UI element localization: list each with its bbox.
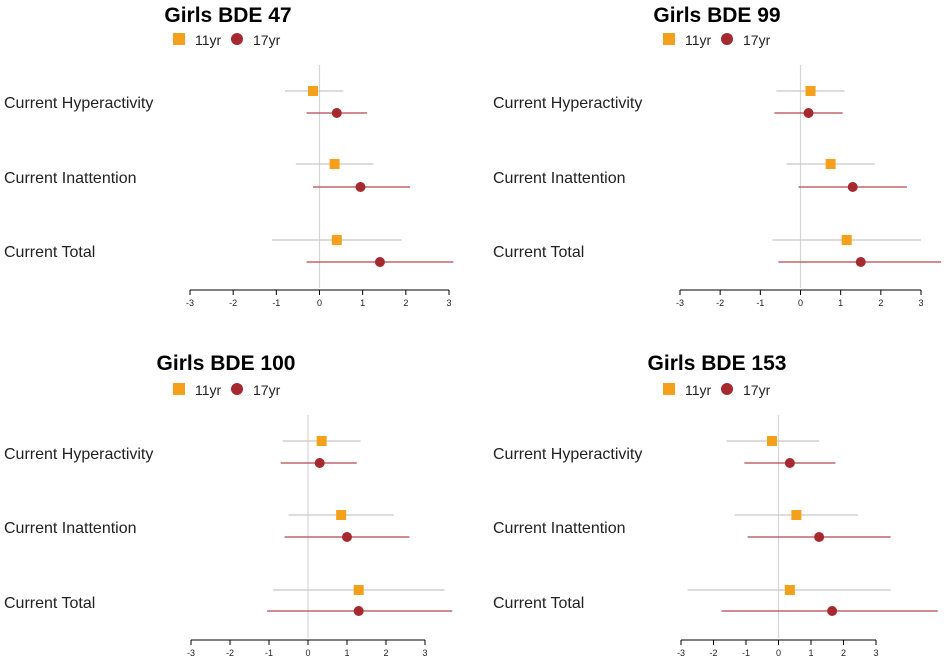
panel-title: Girls BDE 100 (157, 352, 296, 375)
legend-circle-17yr-icon (721, 33, 733, 45)
point-estimate-11yr (841, 235, 852, 245)
legend-circle-17yr-icon (231, 383, 243, 395)
point-estimate-11yr (825, 159, 836, 169)
category-label: Current Total (4, 595, 95, 612)
point-estimate-17yr (827, 606, 838, 616)
category-label: Current Total (4, 244, 95, 261)
legend-label-11yr: 11yr (195, 32, 222, 48)
category-label: Current Inattention (4, 520, 137, 537)
legend: 11yr 17yr (173, 382, 281, 398)
x-tick-label: 0 (798, 298, 803, 308)
point-estimate-11yr (767, 436, 777, 446)
x-tick-label: -1 (742, 648, 750, 658)
category-label: Current Hyperactivity (4, 446, 153, 463)
x-tick-label: 2 (878, 298, 883, 308)
x-tick-label: -3 (186, 298, 194, 308)
point-estimate-17yr (803, 108, 814, 118)
point-estimate-17yr (355, 182, 366, 192)
category-label: Current Total (493, 244, 584, 261)
point-estimate-17yr (814, 532, 825, 542)
legend-label-17yr: 17yr (253, 32, 281, 48)
legend-label-17yr: 17yr (743, 382, 771, 398)
category-label: Current Hyperactivity (493, 446, 642, 463)
category-label: Current Inattention (493, 520, 626, 537)
x-tick-label: 1 (360, 298, 365, 308)
x-tick-label: 3 (446, 298, 451, 308)
panel-title: Girls BDE 99 (653, 4, 780, 27)
x-tick-label: -2 (229, 298, 237, 308)
point-estimate-11yr (329, 159, 340, 169)
point-estimate-11yr (308, 86, 319, 96)
category-label: Current Inattention (493, 170, 626, 187)
point-estimate-17yr (331, 108, 342, 118)
panel-girls-bde-153: Girls BDE 153 11yr 17yr Current Hyperact… (493, 352, 938, 658)
x-tick-label: 3 (873, 648, 878, 658)
x-tick-label: 1 (838, 298, 843, 308)
plot-area: -3 -2 -1 0 1 2 3 (676, 65, 942, 308)
point-estimate-17yr (374, 257, 385, 267)
legend: 11yr 17yr (663, 382, 771, 398)
point-estimate-17yr (353, 606, 364, 616)
x-tick-label: -1 (272, 298, 280, 308)
point-estimate-17yr (847, 182, 858, 192)
x-tick-label: -3 (187, 648, 195, 658)
panel-girls-bde-47: Girls BDE 47 11yr 17yr Current Hyperacti… (4, 4, 454, 308)
point-estimate-11yr (784, 585, 795, 595)
x-tick-label: 2 (841, 648, 846, 658)
x-tick-label: 1 (344, 648, 349, 658)
point-estimate-17yr (784, 458, 795, 468)
point-estimate-11yr (331, 235, 342, 245)
x-tick-label: -3 (676, 298, 684, 308)
plot-area: -3 -2 -1 0 1 2 3 (186, 65, 454, 308)
category-label: Current Hyperactivity (4, 95, 153, 112)
category-label: Current Inattention (4, 170, 137, 187)
legend: 11yr 17yr (663, 32, 771, 48)
point-estimate-11yr (316, 436, 327, 446)
x-tick-label: 0 (305, 648, 310, 658)
x-tick-label: -2 (716, 298, 724, 308)
legend-label-17yr: 17yr (253, 382, 281, 398)
category-label: Current Total (493, 595, 584, 612)
legend-label-11yr: 11yr (685, 32, 712, 48)
point-estimate-11yr (791, 510, 802, 520)
legend-label-11yr: 11yr (685, 382, 712, 398)
x-tick-label: -2 (226, 648, 234, 658)
point-estimate-11yr (336, 510, 347, 520)
point-estimate-17yr (855, 257, 866, 267)
plot-area: -3 -2 -1 0 1 2 3 (187, 415, 453, 658)
panel-girls-bde-99: Girls BDE 99 11yr 17yr Current Hyperacti… (493, 4, 942, 308)
point-estimate-11yr (353, 585, 364, 595)
legend: 11yr 17yr (173, 32, 281, 48)
x-tick-label: 1 (808, 648, 813, 658)
point-estimate-17yr (342, 532, 352, 542)
category-label: Current Hyperactivity (493, 95, 642, 112)
panel-title: Girls BDE 153 (648, 352, 787, 375)
x-tick-label: 3 (918, 298, 923, 308)
x-tick-label: -2 (709, 648, 717, 658)
legend-square-11yr-icon (663, 383, 675, 395)
x-tick-label: -3 (677, 648, 685, 658)
legend-circle-17yr-icon (721, 383, 733, 395)
legend-square-11yr-icon (663, 33, 675, 45)
panel-girls-bde-100: Girls BDE 100 11yr 17yr Current Hyperact… (4, 352, 453, 658)
legend-circle-17yr-icon (231, 33, 243, 45)
plot-area: -3 -2 -1 0 1 2 3 (677, 415, 938, 658)
x-tick-label: 0 (776, 648, 781, 658)
x-tick-label: 3 (422, 648, 427, 658)
panel-title: Girls BDE 47 (164, 4, 291, 27)
point-estimate-11yr (805, 86, 816, 96)
x-tick-label: -1 (756, 298, 764, 308)
x-tick-label: 0 (317, 298, 322, 308)
legend-square-11yr-icon (173, 383, 185, 395)
legend-square-11yr-icon (173, 33, 185, 45)
legend-label-17yr: 17yr (743, 32, 771, 48)
x-tick-label: -1 (265, 648, 273, 658)
point-estimate-17yr (314, 458, 325, 468)
legend-label-11yr: 11yr (195, 382, 222, 398)
x-tick-label: 2 (403, 298, 408, 308)
x-tick-label: 2 (383, 648, 388, 658)
